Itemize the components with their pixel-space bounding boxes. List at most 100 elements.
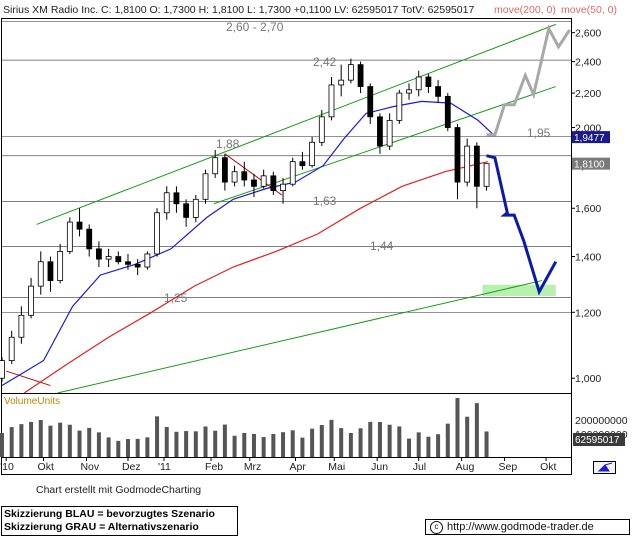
volume-bar [290,430,295,457]
candle-body [86,228,93,250]
candle-body [251,179,257,187]
candle-body [270,175,277,192]
volume-axis-label-high: 200000000 [575,415,628,427]
support-zone [482,284,556,297]
price-box-label: 1,9477 [574,133,605,144]
x-tick-label: Mai [328,461,345,473]
candle-body [367,86,374,118]
candle-body [212,157,219,175]
nav-arrow-icon [597,462,613,472]
volume-bar [484,431,489,457]
volume-bar [203,426,208,457]
volume-bar [222,424,227,457]
candle-body [406,89,412,94]
candle-body [347,64,354,81]
volume-bar [29,421,34,457]
volume-bar [271,434,276,457]
x-tick-label: Jul [413,461,426,473]
candle-body [386,119,393,147]
candle-body [28,285,34,316]
candle-body [115,256,122,263]
candle-body [377,116,383,147]
x-tick-label: Okt [540,461,556,473]
candle-body [435,86,441,97]
volume-bar [232,435,237,457]
volume-bar [339,428,344,457]
level-label: 1,25 [164,291,188,305]
volume-bar [300,437,305,457]
website-link[interactable]: c http://www.godmode-trader.de [425,519,630,535]
x-tick-label: Aug [456,461,475,473]
volume-bar [135,438,140,457]
candle-body [309,141,316,167]
x-tick-label: Feb [205,461,223,473]
candle-body [444,95,451,128]
legend-gray: Skizzierung GRAU = Alternativszenario [4,521,199,533]
volume-bar [125,439,130,457]
candle-body [18,314,25,338]
y-tick-label: 1,600 [575,203,601,215]
y-tick-label: 1,000 [575,373,601,385]
candle-body [8,336,15,361]
volume-bar [377,421,382,457]
volume-bar [455,398,460,457]
level-label: 1,95 [527,126,551,140]
candle-body [328,84,335,118]
candle-body [173,192,180,205]
volume-bar [87,427,92,457]
price-box [572,157,610,170]
candle-body [163,192,170,214]
time-axis-frame [1,457,572,475]
scenario-gray-path [486,24,571,137]
price-box [572,131,610,144]
volume-bar [407,438,412,457]
volume-last-box [573,433,625,446]
candle-body [192,198,199,218]
price-panel-frame [1,18,572,394]
volume-bar [465,416,470,457]
volume-bar [310,428,315,457]
candle-body [454,127,461,183]
legend-blue: Skizzierung BLAU = bevorzugtes Szenario [4,508,215,520]
candle-body [144,253,151,268]
candle-body [396,92,403,121]
candle-body [183,203,190,218]
volume-bar [0,432,4,457]
channel-line [57,280,543,394]
x-tick-label: Apr [289,461,306,473]
candle-body [125,261,131,265]
scenario-blue-path [486,154,558,296]
scenario-legend: Skizzierung BLAU = bevorzugtes Szenario … [1,506,238,536]
volume-bar [38,419,43,457]
candle-body [289,161,296,185]
candle-body [338,79,345,86]
x-tick-label: Sep [499,461,518,473]
y-tick-label: 1,200 [575,307,601,319]
volume-bar [416,432,421,457]
volume-bar [329,419,334,457]
volume-bar [261,437,266,457]
candle-body [425,76,432,87]
volume-bar [9,427,14,457]
copyright-icon: c [430,520,443,534]
level-label: 1,88 [216,137,240,151]
candle-body [66,221,73,252]
candle-body [280,183,286,192]
y-tick-label: 1,400 [575,252,601,264]
volume-bar [445,423,450,457]
candle-body [357,64,364,87]
volume-bar [387,424,392,457]
volume-bar [145,437,150,457]
x-tick-label: Nov [80,461,99,473]
volume-bar [96,432,101,457]
candle-body [318,116,325,143]
header-ma200-label: move(200, 0) [494,4,556,16]
volume-bar [174,431,179,457]
header-ma50-label: move(50, 0) [561,4,617,16]
x-tick-label: '11 [158,461,171,473]
trend-line [5,370,51,387]
volume-bar [251,433,256,457]
volume-bar [281,432,286,457]
level-label: 1,44 [370,239,394,253]
